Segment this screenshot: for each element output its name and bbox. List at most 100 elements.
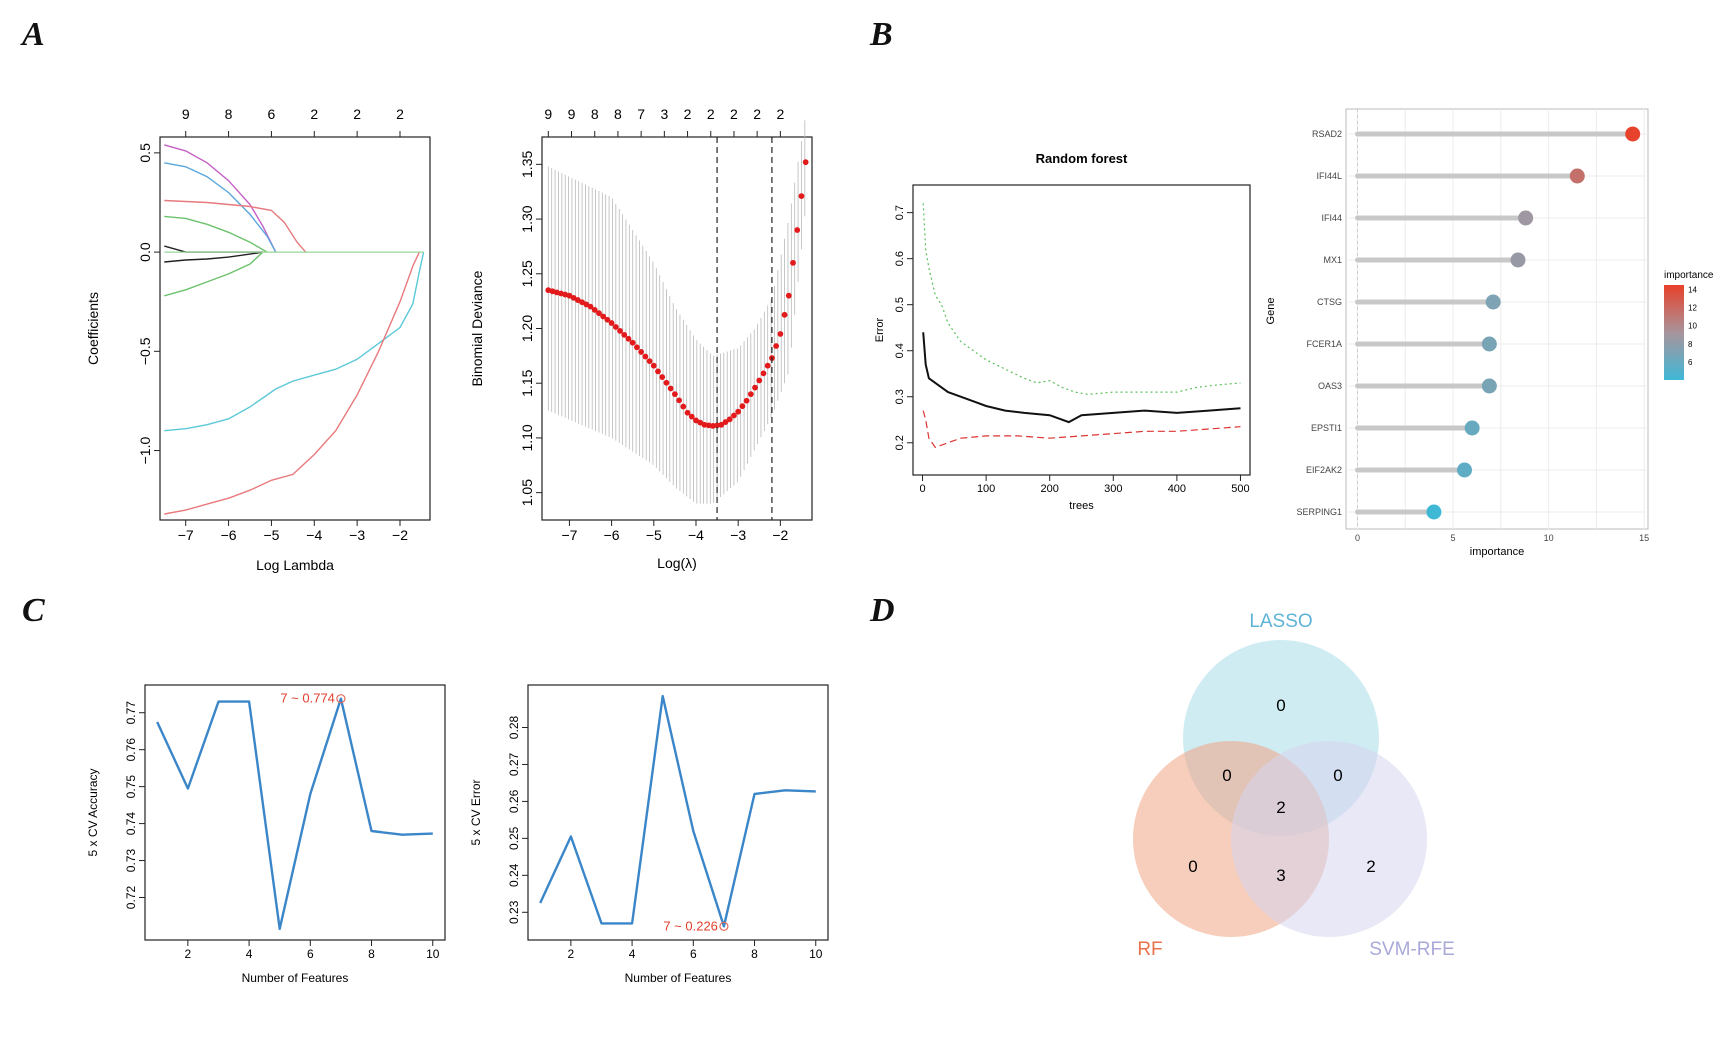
deviance-point [596, 310, 602, 317]
deviance-point [794, 227, 801, 233]
y-tick-label: 1.20 [519, 315, 535, 342]
deviance-point [621, 331, 628, 338]
x-tick-label: 200 [1041, 483, 1059, 495]
y-tick-label: 0.75 [124, 775, 138, 799]
y-tick-label: 0.6 [894, 251, 906, 266]
coef-path-8 [164, 251, 425, 432]
deviance-point [764, 362, 771, 369]
deviance-point [756, 377, 763, 384]
top-tick-label: 7 [637, 106, 645, 122]
y-tick-label: 0.5 [894, 297, 906, 312]
best-point-marker [336, 694, 346, 704]
y-tick-label: 1.10 [519, 424, 535, 451]
top-tick-label: 2 [707, 106, 715, 122]
legend-tick-label: 14 [1688, 286, 1697, 295]
deviance-point [688, 413, 695, 420]
venn-region-count: 3 [1276, 866, 1285, 885]
deviance-point [773, 343, 780, 349]
plot-frame [144, 684, 446, 941]
deviance-point [659, 374, 666, 380]
venn-set-label: LASSO [1249, 611, 1312, 632]
top-tick-label: 2 [353, 106, 361, 122]
x-tick-label: 8 [368, 947, 375, 961]
x-tick-label: 400 [1168, 483, 1186, 495]
lollipop-point [1426, 504, 1442, 520]
gene-label: RSAD2 [1312, 129, 1342, 139]
y-tick-label: 0.25 [507, 826, 521, 850]
y-axis-label: Gene [1265, 298, 1277, 325]
y-axis-label: 5 x CV Accuracy [86, 768, 100, 856]
best-point-label: 7 ~ 0.226 [663, 918, 718, 933]
y-tick-label: 1.25 [519, 260, 535, 287]
gene-label: IFI44L [1316, 171, 1342, 181]
x-axis-label: trees [1069, 500, 1094, 512]
top-tick-label: 8 [225, 106, 233, 122]
panel-letter-a: A [22, 16, 45, 53]
x-tick-label: 4 [629, 947, 636, 961]
panel-letter-d: D [870, 592, 895, 629]
top-tick-label: 8 [591, 106, 599, 122]
gene-label: FCER1A [1306, 339, 1342, 349]
coef-path-2 [164, 162, 277, 253]
x-tick-label: −2 [772, 527, 788, 543]
gene-label: EIF2AK2 [1306, 465, 1342, 475]
y-axis-label: Coefficients [85, 292, 101, 365]
deviance-point [634, 344, 640, 351]
gene-label: CTSG [1317, 297, 1342, 307]
deviance-point [642, 353, 649, 360]
x-tick-label: 300 [1104, 483, 1122, 495]
deviance-point [735, 408, 742, 415]
x-tick-label: 10 [426, 947, 440, 961]
gene-label: IFI44 [1321, 213, 1342, 223]
deviance-point [663, 379, 670, 386]
top-tick-label: 2 [730, 106, 738, 122]
top-tick-label: 9 [182, 106, 190, 122]
lasso-cv-chart: −7 −6 −5 −4 −3 −2 1.05 1.10 1.15 1.20 1.25 1.30 1.35… [469, 106, 813, 571]
lasso-coef-chart: −7 −6 −5 −4 −3 −2 −1.0 −0.5 0.0 0.5 Log Lambda Coef… [85, 106, 431, 573]
y-tick-label: 0.28 [507, 715, 521, 739]
top-tick-label: 3 [660, 106, 668, 122]
deviance-point [604, 316, 611, 323]
y-tick-label: 0.2 [894, 435, 906, 450]
deviance-point [684, 409, 691, 416]
legend-title: importance [1664, 270, 1714, 281]
best-point-marker [719, 921, 729, 931]
deviance-point [752, 384, 758, 391]
venn-region-count: 2 [1366, 857, 1375, 876]
deviance-point [701, 421, 708, 428]
plot-frame [527, 684, 829, 941]
lollipop-point [1510, 252, 1526, 268]
coef-path-1 [164, 144, 277, 253]
lollipop-point [1481, 336, 1497, 352]
x-tick-label: −7 [178, 527, 194, 543]
oob-error-class2 [922, 410, 1241, 449]
coef-path-6 [164, 251, 264, 263]
venn-set-label: RF [1137, 939, 1162, 960]
y-tick-label: 0.77 [124, 701, 138, 725]
x-tick-label: −3 [349, 527, 365, 543]
y-tick-label: −1.0 [137, 437, 153, 465]
x-tick-label: 5 [1451, 533, 1456, 543]
y-tick-label: 1.35 [519, 151, 535, 178]
x-tick-label: 6 [307, 947, 314, 961]
legend-tick-label: 10 [1688, 322, 1697, 331]
x-tick-label: −4 [306, 527, 322, 543]
cv-curve [539, 694, 816, 928]
top-tick-label: 6 [268, 106, 276, 122]
deviance-point [747, 391, 754, 398]
top-tick-label: 9 [568, 106, 576, 122]
deviance-point [629, 339, 636, 346]
deviance-point [802, 159, 809, 166]
deviance-point [739, 403, 746, 410]
y-axis-label: Binomial Deviance [469, 270, 485, 386]
venn-diagram: LASSO RF SVM-RFE 0 0 0 2 0 3 2 [1133, 611, 1455, 960]
venn-region-count: 0 [1333, 766, 1342, 785]
x-tick-label: 15 [1639, 533, 1649, 543]
top-tick-label: 2 [310, 106, 318, 122]
coef-path-3 [164, 199, 307, 253]
y-tick-label: 0.4 [894, 343, 906, 358]
lollipop-point [1464, 420, 1480, 436]
x-tick-label: 8 [751, 947, 758, 961]
svm-accuracy-chart: 2 4 6 8 10 0.72 0.73 0.74 0.75 0.76 0.77 Number of … [86, 684, 446, 985]
coef-path-5 [164, 245, 263, 253]
